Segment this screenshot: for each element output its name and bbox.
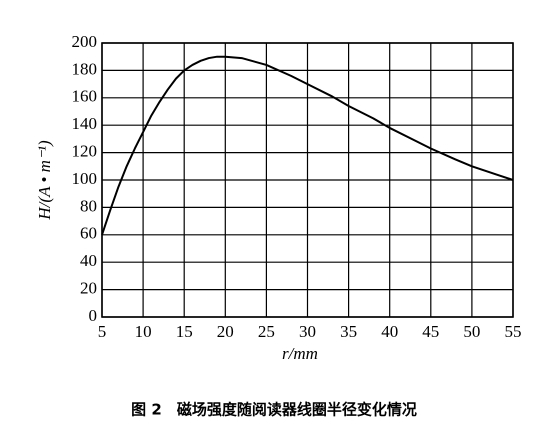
x-tick-label: 5 bbox=[98, 322, 107, 341]
y-tick-label: 80 bbox=[80, 196, 97, 215]
x-tick-label: 35 bbox=[340, 322, 357, 341]
y-tick-label: 60 bbox=[80, 224, 97, 243]
y-tick-label: 200 bbox=[72, 32, 98, 51]
y-axis-label: H/(A • m⁻¹) bbox=[35, 140, 54, 221]
data-line bbox=[101, 55, 514, 236]
y-tick-label: 180 bbox=[72, 59, 98, 78]
x-tick-label: 20 bbox=[217, 322, 234, 341]
x-tick-label: 25 bbox=[258, 322, 275, 341]
x-tick-label: 45 bbox=[422, 322, 439, 341]
x-tick-label: 55 bbox=[505, 322, 522, 341]
x-axis-label: r/mm bbox=[282, 344, 318, 363]
caption: 图 2 磁场强度随阅读器线圈半径变化情况 bbox=[131, 401, 417, 419]
x-tick-label: 10 bbox=[135, 322, 152, 341]
y-tick-label: 140 bbox=[72, 114, 98, 133]
y-tick-label: 120 bbox=[72, 142, 98, 161]
y-tick-label: 0 bbox=[89, 306, 98, 325]
y-tick-label: 40 bbox=[80, 251, 97, 270]
y-tick-label: 20 bbox=[80, 279, 97, 298]
x-tick-label: 30 bbox=[299, 322, 316, 341]
y-tick-label: 100 bbox=[72, 169, 98, 188]
x-tick-label: 15 bbox=[176, 322, 193, 341]
y-tick-label: 160 bbox=[72, 87, 98, 106]
x-tick-label: 40 bbox=[381, 322, 398, 341]
x-tick-label: 50 bbox=[463, 322, 480, 341]
